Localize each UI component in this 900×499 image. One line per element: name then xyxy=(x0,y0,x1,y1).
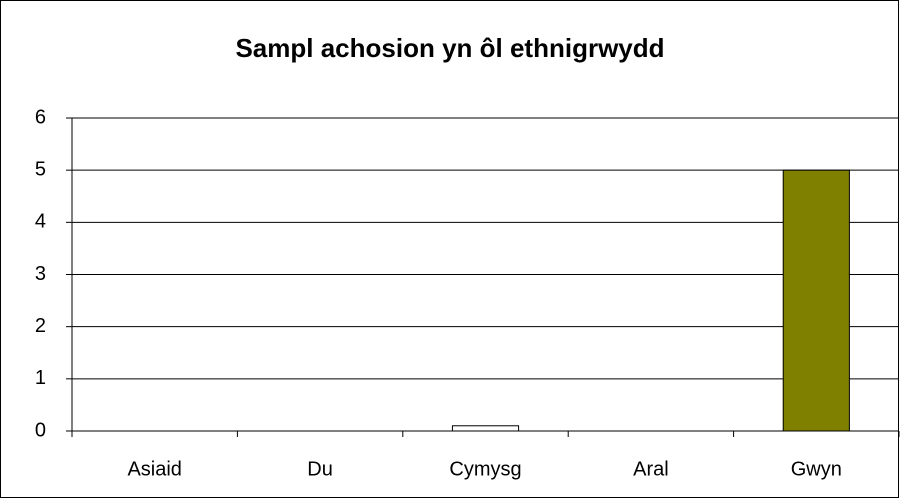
y-tick-label: 1 xyxy=(35,367,46,389)
y-tick-label: 2 xyxy=(35,315,46,337)
bar xyxy=(782,169,850,432)
x-tick-label: Cymysg xyxy=(449,458,521,480)
bar xyxy=(451,425,520,432)
x-tick-label: Gwyn xyxy=(791,458,842,480)
chart-title: Sampl achosion yn ôl ethnigrwydd xyxy=(235,33,664,63)
x-tick-label: Du xyxy=(307,458,333,480)
y-tick-label: 6 xyxy=(35,106,46,128)
y-tick-label: 3 xyxy=(35,263,46,285)
y-tick-label: 0 xyxy=(35,419,46,441)
y-tick-label: 4 xyxy=(35,211,46,233)
x-tick-label: Asiaid xyxy=(127,458,181,480)
y-tick-label: 5 xyxy=(35,158,46,180)
x-tick-label: Aral xyxy=(633,458,669,480)
